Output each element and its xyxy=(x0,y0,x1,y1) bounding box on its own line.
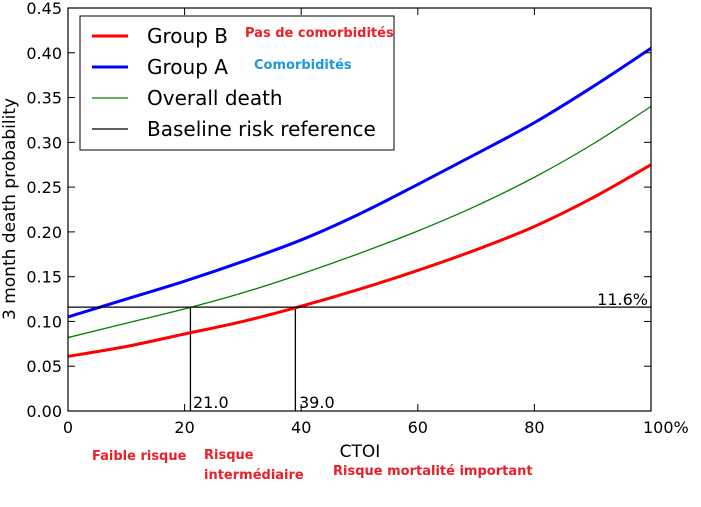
y-tick-label: 0.00 xyxy=(26,402,62,421)
plot-frame xyxy=(67,7,652,412)
y-tick-label: 0.30 xyxy=(26,133,62,152)
legend-label-baseline: Baseline risk reference xyxy=(147,117,376,141)
x-tick-label: 40 xyxy=(291,418,311,437)
legend-frame xyxy=(79,15,395,151)
x-axis-label: CTOI xyxy=(340,442,381,462)
axis-ticks: 0 20 40 60 80 100% 0.00 0.05 0.10 0.15 0.20 0.25 0.3… xyxy=(26,0,688,437)
zone-label-high: Risque mortalité important xyxy=(333,464,533,479)
y-tick-label: 0.35 xyxy=(26,89,62,108)
legend-label-group-a: Group A xyxy=(147,55,228,79)
y-tick-label: 0.20 xyxy=(26,223,62,242)
x-tick-label: 0 xyxy=(63,418,73,437)
y-tick-label: 0.25 xyxy=(26,178,62,197)
annotation-pas-de-comorbidites: Pas de comorbidités xyxy=(245,26,394,41)
y-tick-label: 0.40 xyxy=(26,44,62,63)
legend-label-overall: Overall death xyxy=(147,86,283,110)
series-line-group-b xyxy=(67,163,652,358)
series-line-group-a xyxy=(67,47,652,319)
y-tick-label: 0.45 xyxy=(26,0,62,18)
series-line-overall-death xyxy=(67,105,652,339)
zone-label-mid-line1: Risque xyxy=(204,448,254,463)
y-tick-label: 0.05 xyxy=(26,357,62,376)
zone-label-mid-line2: intermédiaire xyxy=(204,468,304,483)
zone-label-low: Faible risque xyxy=(92,449,187,464)
baseline-label: 11.6% xyxy=(597,290,648,309)
plot-lines xyxy=(67,47,652,411)
legend: Group B Group A Overall death Baseline r… xyxy=(79,15,395,151)
y-axis-label: 3 month death probability xyxy=(0,98,20,320)
x-tick-label: 80 xyxy=(524,418,544,437)
y-tick-label: 0.10 xyxy=(26,312,62,331)
x-tick-label: 100% xyxy=(643,418,689,437)
y-tick-label: 0.15 xyxy=(26,268,62,287)
legend-label-group-b: Group B xyxy=(147,24,228,48)
x-tick-label: 20 xyxy=(174,418,194,437)
annotation-comorbidites: Comorbidités xyxy=(254,58,352,73)
drop-label-39: 39.0 xyxy=(299,393,335,412)
x-tick-label: 60 xyxy=(408,418,428,437)
drop-label-21: 21.0 xyxy=(193,393,229,412)
